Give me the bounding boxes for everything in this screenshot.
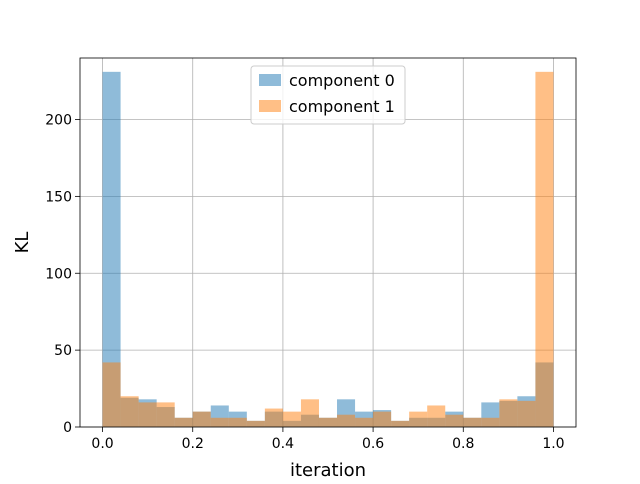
y-tick-label: 200 [45, 113, 72, 129]
histogram-bar [499, 399, 518, 427]
histogram-bar [535, 71, 554, 428]
histogram-bar [517, 400, 536, 427]
x-tick-label: 1.0 [542, 436, 564, 452]
histogram-bar [355, 417, 374, 427]
legend-swatch [259, 74, 281, 86]
legend-swatch [259, 100, 281, 112]
y-axis-ticks: 0 50 100 150 200 [45, 113, 80, 436]
y-tick-label: 100 [45, 266, 72, 282]
x-tick-label: 0.8 [452, 436, 474, 452]
legend: component 0 component 1 [250, 65, 406, 125]
histogram-bar [300, 399, 319, 427]
series-component-1-bars [102, 71, 554, 428]
y-axis-label: KL [12, 232, 33, 254]
histogram-bar [102, 71, 121, 428]
plot-frame [79, 57, 577, 428]
x-axis-ticks: 0.0 0.2 0.4 0.6 0.8 1.0 [91, 427, 565, 452]
histogram-bar [481, 417, 500, 427]
x-tick-label: 0.0 [91, 436, 113, 452]
histogram-bar [120, 396, 139, 427]
y-tick-label: 50 [54, 343, 72, 359]
histogram-bar [373, 411, 392, 427]
histogram-bar [445, 414, 464, 427]
x-tick-label: 0.4 [272, 436, 294, 452]
x-tick-label: 0.2 [182, 436, 204, 452]
histogram-bar [427, 405, 446, 427]
legend-box [250, 65, 406, 125]
histogram-bar [156, 402, 175, 427]
x-axis-label: iteration [290, 460, 366, 480]
histogram-bar [210, 417, 229, 427]
y-tick-label: 150 [45, 189, 72, 205]
histogram-bar [102, 362, 121, 427]
histogram-bar [337, 414, 356, 427]
legend-label: component 1 [289, 97, 395, 116]
histogram-bar [409, 411, 428, 427]
histogram-bar [463, 417, 482, 427]
histogram-bar [192, 411, 211, 427]
histogram-bar [318, 417, 338, 427]
histogram-bar [264, 408, 283, 427]
histogram-bar [138, 402, 157, 427]
histogram-bar [282, 411, 301, 427]
histogram-bar [246, 420, 265, 427]
x-tick-label: 0.6 [362, 436, 384, 452]
histogram-bar [391, 420, 410, 427]
histogram-bar [228, 417, 247, 427]
histogram-bar [174, 417, 193, 427]
legend-label: component 0 [289, 71, 395, 90]
y-tick-label: 0 [63, 420, 72, 436]
